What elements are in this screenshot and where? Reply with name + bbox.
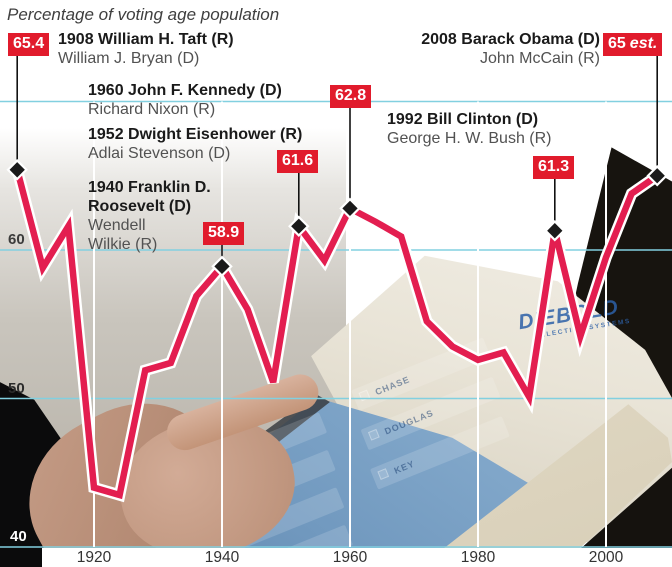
y-axis-label-60: 60 xyxy=(8,231,25,248)
value-badge-1940: 58.9 xyxy=(203,222,245,245)
election-annotation-1992: 1992 Bill Clinton (D) George H. W. Bush (… xyxy=(387,110,552,148)
value-badge-1908: 65.4 xyxy=(8,33,50,56)
badge-value: 65 xyxy=(608,35,626,52)
badge-value: 62.8 xyxy=(335,87,367,104)
winner-line: 1952 Dwight Eisenhower (R) xyxy=(88,126,303,143)
election-annotation-1908: 1908 William H. Taft (R) William J. Bryan… xyxy=(58,30,234,68)
x-axis-label-1980: 1980 xyxy=(460,549,496,566)
y-axis-label-50: 50 xyxy=(8,380,25,397)
election-annotation-1960: 1960 John F. Kennedy (D) Richard Nixon (R… xyxy=(88,81,282,119)
marker-1952 xyxy=(288,215,310,237)
turnout-line xyxy=(14,168,660,500)
value-badge-1952: 61.6 xyxy=(277,150,319,173)
badge-value: 65.4 xyxy=(13,35,45,52)
winner-line: 1940 Franklin D. xyxy=(88,179,211,196)
runner-up-line: Richard Nixon (R) xyxy=(88,101,216,118)
y-axis-label-40: 40 xyxy=(10,528,27,545)
x-axis-label-1920: 1920 xyxy=(76,549,112,566)
value-badge-1992: 61.3 xyxy=(533,156,575,179)
marker-1908 xyxy=(6,159,28,181)
winner-line: 1908 William H. Taft (R) xyxy=(58,31,234,48)
winner-line: 1992 Bill Clinton (D) xyxy=(387,111,539,128)
winner-line: Roosevelt (D) xyxy=(88,198,192,215)
runner-up-line: Wilkie (R) xyxy=(88,236,158,253)
runner-up-line: George H. W. Bush (R) xyxy=(387,130,552,147)
winner-line: 1960 John F. Kennedy (D) xyxy=(88,82,282,99)
marker-1992 xyxy=(544,219,566,242)
marker-1940 xyxy=(211,255,233,278)
runner-up-line: John McCain (R) xyxy=(479,50,600,67)
axis-strip xyxy=(42,548,672,567)
winner-line: 2008 Barack Obama (D) xyxy=(421,31,600,48)
value-badge-1960: 62.8 xyxy=(330,85,372,108)
chart-title: Percentage of voting age population xyxy=(7,5,280,24)
x-axis-label-1960: 1960 xyxy=(332,549,368,566)
marker-2008 xyxy=(646,165,668,187)
marker-1960 xyxy=(339,197,361,220)
runner-up-line: Adlai Stevenson (D) xyxy=(88,145,231,162)
runner-up-line: William J. Bryan (D) xyxy=(58,50,200,67)
badge-est-suffix: est. xyxy=(629,35,658,52)
x-axis-label-2000: 2000 xyxy=(588,549,624,566)
value-badge-2008: 65 est. xyxy=(603,33,663,56)
x-axis-label-1940: 1940 xyxy=(204,549,240,566)
election-annotation-1952: 1952 Dwight Eisenhower (R) Adlai Stevenso… xyxy=(88,125,302,163)
badge-value: 61.6 xyxy=(282,152,314,169)
badge-value: 58.9 xyxy=(208,224,240,241)
badge-value: 61.3 xyxy=(538,158,570,175)
election-annotation-1940: 1940 Franklin D. Roosevelt (D) Wendell Wilk… xyxy=(88,178,211,254)
runner-up-line: Wendell xyxy=(88,217,146,234)
election-annotation-2008: 2008 Barack Obama (D) John McCain (R) xyxy=(421,30,600,68)
